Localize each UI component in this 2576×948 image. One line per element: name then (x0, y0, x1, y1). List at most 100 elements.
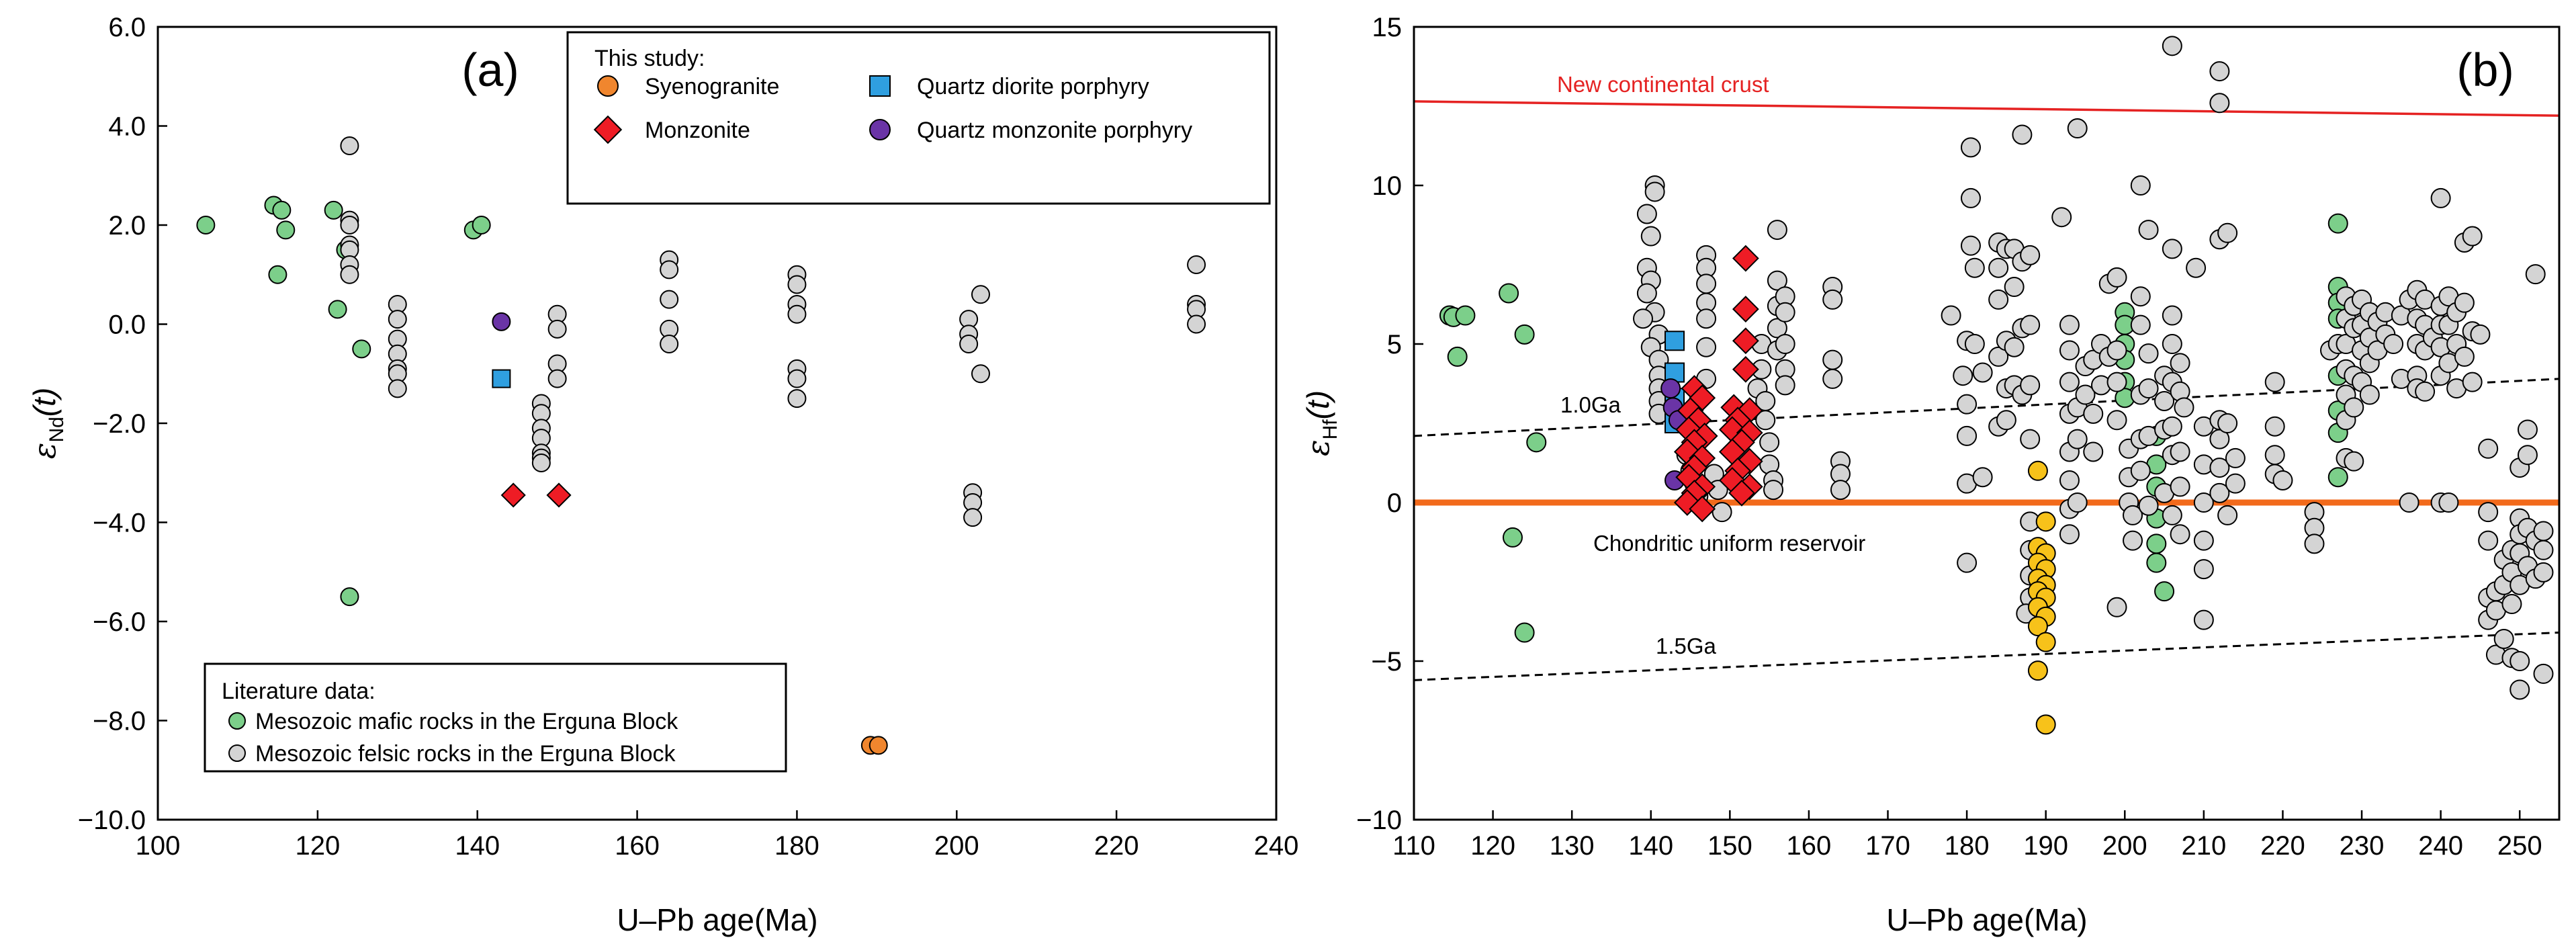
data-point (2138, 378, 2159, 399)
series-mesozoic-felsic-rocks-in-the-erguna-block (1633, 36, 2554, 700)
data-point (2130, 314, 2151, 335)
data-point (1830, 480, 1851, 501)
data-point (1996, 410, 2016, 431)
data-point (1499, 283, 1519, 304)
data-point (2193, 492, 2214, 513)
data-point (2162, 505, 2182, 525)
panel-a-x-tick-label: 220 (1094, 831, 1139, 861)
data-point (2478, 438, 2499, 459)
panel-b-x-tick-label: 210 (2181, 831, 2226, 861)
data-point (2106, 410, 2127, 431)
data-point (2462, 226, 2483, 247)
data-point (2083, 403, 2104, 424)
series-syenogranite (860, 736, 888, 755)
panel-b-tag: (b) (2456, 44, 2514, 96)
data-point (2344, 451, 2364, 472)
legend-entry-label: Mesozoic mafic rocks in the Erguna Block (255, 709, 678, 734)
panel-b-y-axis-label: εHf(t) (1300, 390, 1341, 456)
data-point (2438, 492, 2459, 513)
svg-text:εHf(t): εHf(t) (1300, 390, 1341, 456)
data-point (787, 369, 807, 388)
data-point (2533, 663, 2554, 684)
data-point (2217, 505, 2238, 525)
data-point (2106, 267, 2127, 288)
y-label-suffix: (t) (27, 388, 62, 417)
mesozoic-felsic-rocks-in-the-erguna-block-legend-marker (228, 744, 246, 762)
data-point (2035, 714, 2056, 735)
data-point (1822, 368, 1843, 389)
data-point (2106, 372, 2127, 392)
panel-b-x-tick-label: 170 (1865, 831, 1910, 861)
data-point (2059, 372, 2080, 392)
data-point (500, 482, 526, 508)
one-ga-label: 1.0Ga (1560, 392, 1622, 417)
data-point (2162, 36, 2182, 56)
series-quartz-diorite-porphyry (492, 369, 511, 388)
data-point (1957, 425, 1978, 446)
data-point (1988, 257, 2009, 278)
series-mesozoic-felsic-rocks-in-the-erguna-block (340, 136, 1206, 527)
panel-b: 110 120 130 140 150 160 170 180 190 200 210 220 230 2… (1300, 13, 2561, 937)
data-point (2533, 540, 2554, 560)
data-point (2344, 397, 2364, 418)
data-point (959, 335, 979, 353)
data-point (2430, 187, 2451, 208)
data-point (2162, 305, 2182, 326)
data-point (340, 587, 359, 607)
panel-b-y-tick-label: −10 (1356, 806, 1402, 835)
data-point (2083, 441, 2104, 462)
svg-text:εNd(t): εNd(t) (26, 388, 68, 459)
panel-a-x-tick-label: 160 (615, 831, 660, 861)
data-point (2059, 470, 2080, 490)
panel-b-x-tick-label: 130 (1550, 831, 1595, 861)
legend-this-study-title: This study: (594, 46, 705, 71)
data-point (787, 275, 807, 294)
panel-a-x-tick-label: 200 (934, 831, 979, 861)
data-point (1732, 245, 1759, 272)
data-point (660, 260, 679, 279)
panel-b-x-tick-label: 250 (2497, 831, 2542, 861)
data-point (2533, 562, 2554, 583)
data-point (1636, 204, 1657, 224)
panel-b-y-tick-label: −5 (1371, 647, 1402, 677)
data-point (1732, 355, 1759, 383)
quartz-diorite-porphyry-legend-marker (869, 75, 891, 97)
quartz-monzonite-porphyry-legend-marker (869, 119, 891, 140)
data-point (2304, 533, 2325, 554)
panel-b-x-tick-label: 160 (1787, 831, 1832, 861)
panel-a-y-tick-label: −4.0 (93, 509, 146, 538)
panel-a-y-tick-label: −6.0 (93, 607, 146, 637)
data-point (2162, 416, 2182, 437)
data-point (2020, 375, 2041, 396)
data-point (2209, 93, 2230, 114)
data-point (2130, 460, 2151, 481)
data-point (660, 290, 679, 309)
data-point (1960, 187, 1981, 208)
legend-entry-label: Syenogranite (645, 74, 779, 99)
data-point (1712, 502, 1732, 523)
series-monzonite (500, 482, 572, 508)
data-point (1696, 308, 1717, 329)
data-point (2525, 264, 2546, 285)
data-point (2146, 552, 2167, 573)
data-point (2209, 482, 2230, 503)
data-point (196, 216, 216, 234)
data-point (2501, 594, 2522, 615)
data-point (1763, 480, 1784, 501)
one-point-five-ga-label: 1.5Ga (1656, 634, 1717, 658)
panel-b-points (1439, 36, 2554, 735)
data-point (1988, 346, 2009, 367)
data-point (1964, 257, 1985, 278)
data-point (2193, 609, 2214, 630)
data-point (1775, 302, 1795, 322)
data-point (2004, 337, 2025, 357)
data-point (547, 369, 567, 388)
data-point (2059, 314, 2080, 335)
data-point (2327, 213, 2348, 234)
legend-this-study: This study: Syenogranite Quartz diorite p… (566, 31, 1271, 205)
data-point (547, 319, 567, 339)
data-point (1972, 362, 1993, 383)
data-point (1636, 283, 1657, 304)
data-point (787, 389, 807, 408)
data-point (2217, 222, 2238, 243)
